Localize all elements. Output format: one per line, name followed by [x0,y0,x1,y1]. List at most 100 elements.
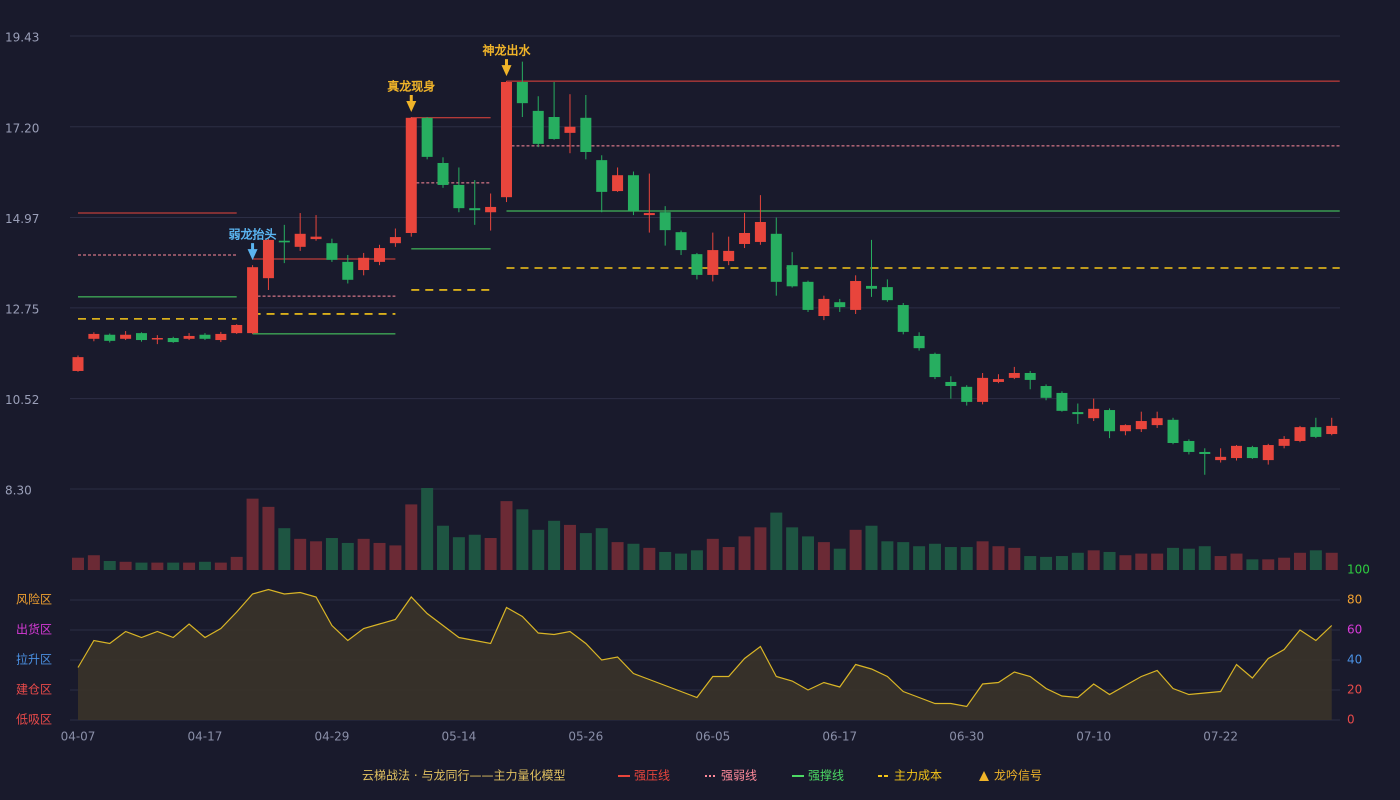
volume-bar [294,538,307,570]
y-tick-label: 19.43 [5,31,39,45]
candle-body [167,338,179,343]
zone-label: 风险区 [16,592,52,607]
candle-body [548,116,560,139]
candle-body [723,250,735,262]
volume-bar [944,547,957,570]
volume-bar [246,498,259,570]
volume-bar [659,551,672,570]
volume-bar [1055,556,1068,570]
zone-label: 建仓区 [16,683,52,697]
x-tick-label: 04-17 [188,730,223,744]
candle-body [596,160,608,192]
candle-body [358,257,370,271]
y-tick-label: 17.20 [5,121,39,135]
candle-body [1278,438,1290,446]
volume-bar [802,536,815,570]
candle-body [881,287,893,301]
legend-label: 主力成本 [894,769,942,783]
candle-body [1262,445,1274,461]
y-tick-label: 10.52 [5,393,39,407]
candle-body [389,237,401,244]
candle-body [278,240,290,243]
x-tick-label: 07-10 [1076,730,1111,744]
candle-body [374,248,386,262]
volume-bar [865,525,878,570]
line [77,588,1333,708]
volume-bar [548,520,561,570]
volume-bar [230,556,243,570]
candle-body [612,175,624,192]
candle-body [1040,386,1052,398]
candle-body [850,281,862,310]
candle-body [1246,447,1258,459]
y2-tick-label: 20 [1347,683,1362,697]
candle-body [1215,456,1227,461]
candle-body [739,232,751,244]
candle-body [215,333,227,341]
volume-bar [690,550,703,570]
candle-body [247,267,259,334]
signal-label: 真龙现身 [387,78,435,93]
volume-bar [627,543,640,570]
volume-bar [611,542,624,570]
volume-bar [1151,553,1164,570]
volume-bar [341,542,354,570]
volume-bar [675,553,688,570]
candle-body [516,81,528,104]
candle-body [977,377,989,402]
candle-body [834,302,846,308]
volume-bar [135,562,148,570]
signal-arrow [406,94,417,112]
legend-label: 强撑线 [808,768,844,783]
volume-bar [452,537,465,570]
volume-bar [1103,551,1116,570]
x-tick-label: 06-05 [695,730,730,744]
volume-bar [1024,556,1037,570]
x-tick-label: 06-17 [822,730,857,744]
candle-body [627,175,639,212]
y2-tick-label: 40 [1347,653,1362,667]
candle-body [802,281,814,310]
candle-body [643,213,655,216]
volume-bar [1278,557,1291,570]
signal-label: 神龙出水 [482,43,531,58]
volume-bar [1135,553,1148,570]
candle-body [1088,408,1100,419]
candle-body [1183,440,1195,452]
candle-body [1119,425,1131,432]
candle-body [342,261,354,280]
y2-tick-label: 60 [1347,623,1362,637]
volume-bar [881,541,894,570]
volume-bar [913,546,926,570]
volume-bar [817,542,830,570]
volume-bar [103,560,116,570]
candle-body [913,335,925,349]
volume-bar [738,536,751,570]
volume-bar [992,546,1005,570]
x-tick-label: 04-29 [314,730,349,744]
candle-body [1104,410,1116,432]
candle-body [1151,418,1163,426]
candle-body [532,110,544,144]
volume-bar [1008,547,1021,570]
candle-body [326,243,338,260]
candle-body [1072,412,1084,415]
volume-bar [1230,553,1243,570]
candle-body [72,357,84,371]
legend-label: 龙吟信号 [994,768,1042,783]
volume-bar [262,506,275,570]
volume-bar [484,538,497,570]
volume-bar [72,557,84,570]
volume-bar [1262,559,1275,570]
x-tick-label: 06-30 [949,730,984,744]
y2-tick-label: 0 [1347,713,1355,727]
candle-body [437,162,449,185]
volume-bar [563,524,576,570]
candle-body [564,126,576,133]
candle-body [675,232,687,251]
volume-bar [897,542,910,570]
volume-bar [1071,552,1084,570]
legend-label: 强压线 [634,769,670,783]
candle-body [88,333,100,339]
volume-bar [183,562,196,570]
